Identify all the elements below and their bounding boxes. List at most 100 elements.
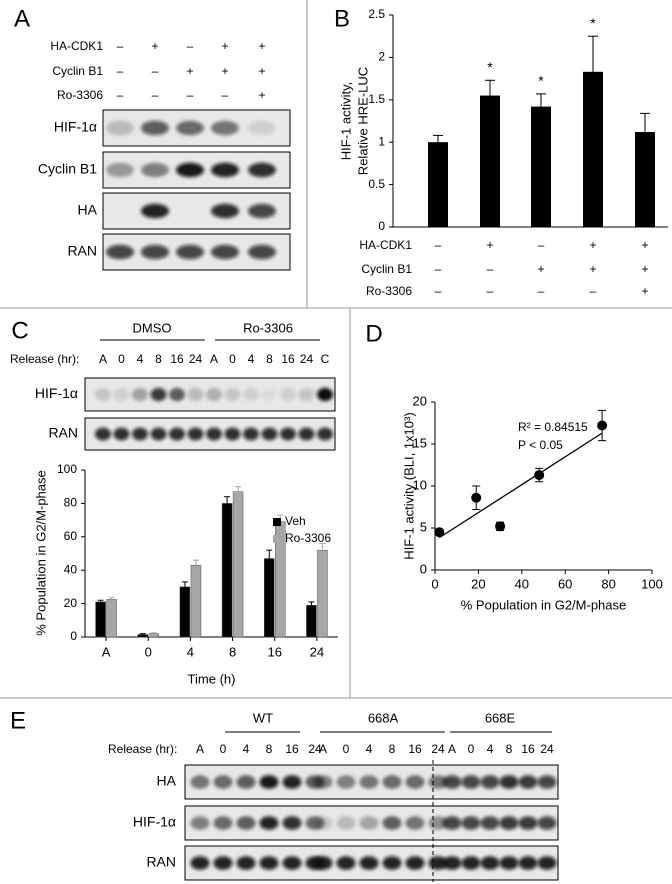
lane-label: 16 — [285, 742, 299, 756]
blot-band — [132, 387, 148, 402]
lane-label: 4 — [366, 742, 373, 756]
annotation: P < 0.05 — [518, 438, 563, 452]
y-tick-label: 20 — [413, 393, 427, 408]
x-tick-label: 0 — [145, 644, 152, 659]
blot-band — [382, 775, 402, 789]
condition-sign: + — [221, 64, 228, 78]
condition-sign: + — [221, 39, 228, 53]
condition-sign: – — [487, 262, 494, 276]
blot-label: HA — [157, 773, 177, 789]
blot-band — [106, 244, 134, 260]
significance: * — [538, 73, 544, 89]
y-axis-label: HIF-1 activity (BLI, 1x10³) — [401, 412, 416, 559]
blot-band — [176, 162, 204, 178]
blot-band — [176, 244, 204, 260]
condition-label: Ro-3306 — [57, 88, 103, 102]
blot-band — [236, 856, 256, 870]
x-tick-label: 80 — [601, 576, 615, 591]
x-tick-label: 8 — [229, 644, 236, 659]
condition-sign: + — [537, 262, 544, 276]
lane-label: 24 — [431, 742, 445, 756]
blot-band — [169, 387, 185, 402]
x-tick-label: 0 — [431, 576, 438, 591]
blot-band — [442, 856, 462, 870]
panel-label: A — [14, 5, 30, 32]
bar — [480, 95, 500, 227]
condition-sign: + — [258, 88, 265, 102]
blot-band — [106, 162, 134, 178]
x-axis-label: % Population in G2/M-phase — [461, 597, 626, 612]
blot-band — [213, 856, 233, 870]
bar — [428, 142, 448, 227]
blot-band — [211, 203, 239, 219]
x-tick-label: 60 — [558, 576, 572, 591]
blot-band — [211, 244, 239, 260]
bar — [148, 633, 159, 638]
condition-sign: – — [487, 284, 494, 298]
blot-band — [317, 427, 333, 441]
blot-band — [282, 856, 302, 870]
y-axis-label: Relative HRE-LUC — [355, 67, 370, 175]
condition-sign: + — [258, 64, 265, 78]
blot-band — [261, 387, 278, 402]
blot-label: HIF-1α — [54, 119, 97, 135]
x-tick-label: 100 — [641, 576, 663, 591]
blot-band — [461, 775, 481, 789]
y-tick-label: 0 — [70, 629, 77, 643]
condition-sign: – — [187, 39, 194, 53]
lane-label: A — [210, 352, 218, 366]
blot-band — [190, 775, 210, 789]
lane-label: 8 — [506, 742, 513, 756]
legend-swatch — [273, 535, 281, 543]
legend-label: Veh — [285, 514, 306, 528]
blot-band — [313, 775, 333, 789]
blot-label: Cyclin B1 — [38, 161, 97, 177]
release-label: Release (hr): — [10, 352, 79, 366]
bar — [137, 634, 148, 638]
y-tick-label: 0.5 — [368, 177, 385, 191]
condition-sign: – — [117, 39, 124, 53]
y-tick-label: 2 — [378, 50, 385, 64]
condition-sign: – — [117, 88, 124, 102]
panel-label: B — [334, 5, 350, 32]
group-label: WT — [253, 710, 273, 725]
blot-band — [359, 775, 379, 789]
y-tick-label: 20 — [64, 596, 78, 610]
y-tick-label: 80 — [64, 496, 78, 510]
bar — [221, 503, 233, 638]
blot-band — [113, 387, 130, 402]
blot-band — [480, 856, 500, 870]
legend-label: Ro-3306 — [285, 531, 331, 545]
blot-band — [336, 856, 356, 870]
bar — [531, 106, 551, 227]
lane-label: 4 — [487, 742, 494, 756]
blot-band — [317, 387, 333, 402]
condition-sign: – — [187, 88, 194, 102]
lane-label: 8 — [266, 352, 273, 366]
group-label: 668A — [368, 710, 399, 725]
blot-band — [359, 856, 379, 870]
blot-band — [141, 244, 169, 260]
blot-band — [499, 816, 519, 830]
blot-band — [282, 816, 302, 830]
y-tick-label: 1.5 — [368, 92, 385, 106]
y-tick-label: 100 — [57, 462, 77, 476]
blot-band — [298, 387, 315, 402]
blot-band — [106, 120, 134, 136]
panel-label: D — [365, 320, 382, 347]
blot-band — [499, 775, 519, 789]
condition-sign: – — [152, 64, 159, 78]
point — [534, 470, 545, 481]
significance: * — [487, 59, 493, 75]
blot-label: HIF-1α — [133, 814, 176, 830]
blot-band — [187, 427, 204, 441]
panel-label: E — [10, 707, 26, 734]
condition-sign: – — [222, 88, 229, 102]
y-tick-label: 0 — [378, 219, 385, 233]
blot-band — [280, 387, 296, 402]
bar — [264, 558, 275, 638]
condition-sign: + — [641, 262, 648, 276]
x-tick-label: 16 — [268, 644, 282, 659]
condition-sign: + — [589, 262, 596, 276]
bar — [106, 599, 117, 638]
